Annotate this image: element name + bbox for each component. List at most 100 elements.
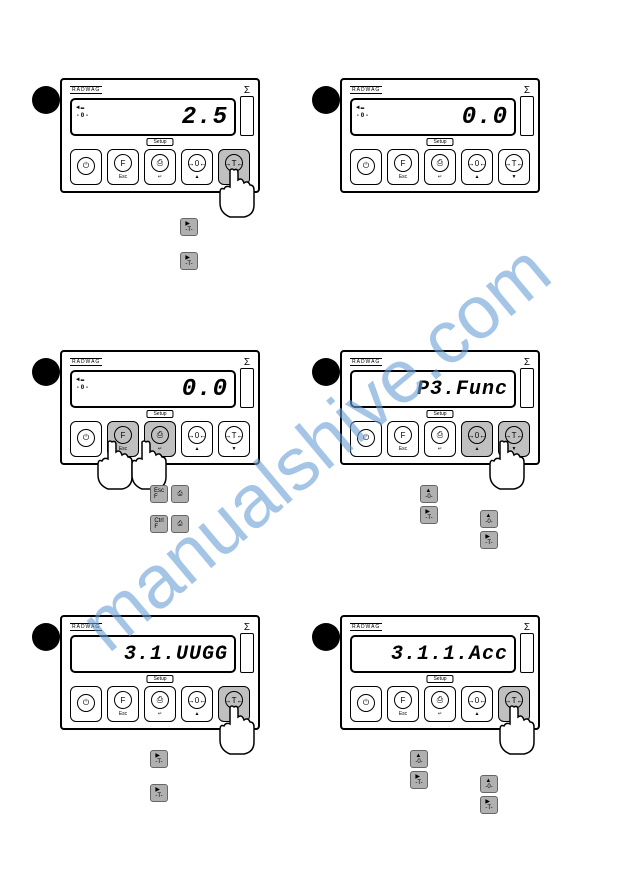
f-icon: F [114,154,132,172]
print-button[interactable]: ⎙↵ [424,421,456,457]
tare-icon: →T← [505,154,523,172]
mini-tare-button[interactable]: ▶-T- [180,218,198,236]
f-button[interactable]: FEsc [387,686,419,722]
mini-zero-button[interactable]: ▲-0- [420,485,438,503]
mini-zero-button[interactable]: ▲-0- [410,750,428,768]
f-button[interactable]: FEsc [387,421,419,457]
lcd-display: 3.1.1.Acc [350,635,516,673]
print-button[interactable]: ⎙↵ [144,421,176,457]
power-button[interactable]: ⏻ [350,149,382,185]
sigma-icon: Σ [244,622,250,633]
mini-f-button[interactable]: CtrlF [150,515,168,533]
mini-tare-button[interactable]: ▶-T- [150,784,168,802]
print-sub: ↵ [158,174,162,180]
zero-sub: ▲ [195,711,200,717]
zero-button[interactable]: →0←▲ [461,421,493,457]
f-icon: F [394,154,412,172]
lcd-value: 0.0 [182,376,228,403]
power-button[interactable]: ⏻ [70,686,102,722]
zero-sub: ▲ [195,174,200,180]
tare-sub: ▼ [232,711,237,717]
indicator-shelf [240,96,254,136]
f-button[interactable]: FEsc [107,421,139,457]
print-button[interactable]: ⎙↵ [424,149,456,185]
indicator-1: RADWAG Σ ◄▬-0- 2.5 Setup ⏻ FEsc ⎙↵ →0←▲ … [60,78,260,193]
print-sub: ↵ [158,446,162,452]
power-button[interactable]: ⏻ [350,421,382,457]
zero-icon: →0← [468,691,486,709]
print-button[interactable]: ⎙↵ [144,149,176,185]
tare-icon: →T← [505,691,523,709]
indicator-6: RADWAG Σ 3.1.1.Acc Setup ⏻ FEsc ⎙↵ →0←▲ … [340,615,540,730]
zero-icon: →0← [188,691,206,709]
tare-button[interactable]: →T← ▼ [498,149,530,185]
f-sub: Esc [399,174,407,180]
print-icon: ⎙ [151,426,169,444]
mini-tare-button[interactable]: ▶-T- [180,252,198,270]
print-icon: ⎙ [151,154,169,172]
indicator-shelf [240,633,254,673]
minibtn-group-3: EscF ⎙ CtrlF ⎙ [150,485,189,533]
tare-button[interactable]: →T← ▼ [498,686,530,722]
print-sub: ↵ [438,446,442,452]
brand-logo: RADWAG [350,86,382,94]
mini-tare-button[interactable]: ▶-T- [480,531,498,549]
minibtn-group-6: ▲-0- ▶-T- [410,750,428,789]
button-row: ⏻ FEsc ⎙↵ →0←▲ →T←▼ [70,421,250,457]
minibtn-group-1: ▶-T- ▶-T- [180,218,198,270]
mini-print-button[interactable]: ⎙ [171,485,189,503]
tare-sub: ▼ [512,711,517,717]
tare-button[interactable]: →T←▼ [218,421,250,457]
zero-sub: ▲ [195,446,200,452]
power-button[interactable]: ⏻ [70,421,102,457]
minibtn-group-4: ▲-0- ▶-T- [420,485,438,524]
lcd-display: ◄▬-0- 0.0 [350,98,516,136]
zero-button[interactable]: →0←▲ [461,686,493,722]
tare-icon: →T← [505,426,523,444]
brand-logo: RADWAG [350,623,382,631]
setup-label: Setup [146,675,173,683]
f-button[interactable]: F Esc [387,149,419,185]
print-button[interactable]: ⎙↵ [144,686,176,722]
zero-button[interactable]: →0←▲ [181,149,213,185]
step-circle-6 [312,623,340,651]
zero-sub: ▲ [475,174,480,180]
print-icon: ⎙ [431,691,449,709]
zero-icon: →0← [188,426,206,444]
mini-zero-button[interactable]: ▲-0- [480,775,498,793]
mini-tare-button[interactable]: ▶-T- [480,796,498,814]
minibtn-group-4b: ▲-0- ▶-T- [480,510,498,549]
power-icon: ⏻ [357,157,375,175]
mini-tare-button[interactable]: ▶-T- [420,506,438,524]
step-circle-1 [32,86,60,114]
setup-label: Setup [146,410,173,418]
power-button[interactable]: ⏻ [350,686,382,722]
tare-sub: ▼ [512,174,517,180]
tare-button[interactable]: →T←▼ [218,686,250,722]
zero-button[interactable]: →0← ▲ [181,686,213,722]
tare-button[interactable]: →T←▼ [498,421,530,457]
mini-zero-button[interactable]: ▲-0- [480,510,498,528]
tare-button[interactable]: →T←▼ [218,149,250,185]
lcd-value: P3.Func [417,378,508,401]
f-icon: F [114,426,132,444]
lcd-display: 3.1.UUGG [70,635,236,673]
power-icon: ⏻ [77,694,95,712]
f-button[interactable]: FEsc [107,149,139,185]
mini-tare-button[interactable]: ▶-T- [410,771,428,789]
lcd-status-icons: ◄▬-0- [76,376,90,392]
power-button[interactable]: ⏻ [70,149,102,185]
mini-print-button[interactable]: ⎙ [171,515,189,533]
f-icon: F [394,426,412,444]
zero-button[interactable]: →0← ▲ [181,421,213,457]
zero-button[interactable]: →0←▲ [461,149,493,185]
button-row: ⏻ FEsc ⎙↵ →0← ▲ →T←▼ [70,686,250,722]
mini-f-button[interactable]: EscF [150,485,168,503]
mini-tare-button[interactable]: ▶-T- [150,750,168,768]
indicator-3: RADWAG Σ ◄▬-0- 0.0 Setup ⏻ FEsc ⎙↵ →0←▲ … [60,350,260,465]
f-button[interactable]: FEsc [107,686,139,722]
print-button[interactable]: ⎙↵ [424,686,456,722]
sigma-icon: Σ [244,357,250,368]
tare-sub: ▼ [232,174,237,180]
step-circle-4 [312,358,340,386]
